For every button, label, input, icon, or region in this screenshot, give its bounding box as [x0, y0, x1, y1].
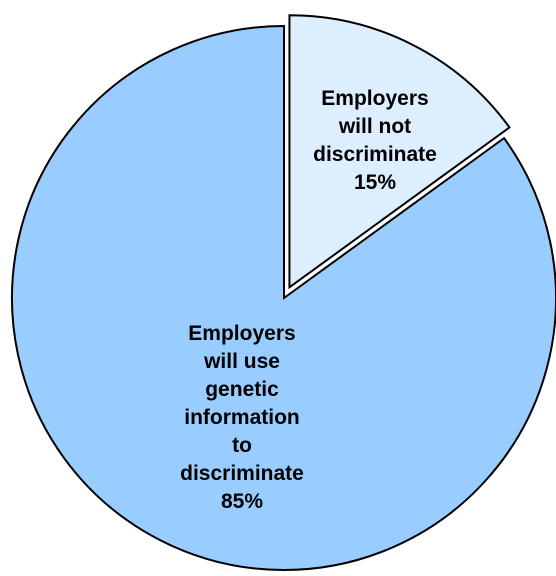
- pie-slice-label-1: Employers will use genetic information to dis…: [180, 322, 304, 513]
- pie-slice-label-line: discriminate: [180, 462, 304, 485]
- pie-slice-label-line: Employers: [321, 87, 428, 110]
- pie-slice-value-label: 15%: [354, 171, 396, 194]
- pie-slice-label-line: to: [232, 434, 252, 457]
- pie-slice-label-line: discriminate: [313, 143, 437, 166]
- pie-slice-label-line: genetic: [205, 378, 279, 401]
- pie-labels: Employers will not discriminate 15%Employer…: [180, 87, 437, 513]
- pie-slice-label-line: information: [184, 406, 300, 429]
- pie-slice-label-line: will use: [203, 350, 280, 373]
- pie-slice-0: [288, 14, 511, 290]
- pie-slice-1: [11, 24, 556, 571]
- pie-slice-label-line: Employers: [188, 322, 295, 345]
- pie-slices: [11, 14, 556, 571]
- pie-slice-value-label: 85%: [221, 490, 263, 513]
- pie-slice-label-line: will not: [338, 115, 411, 138]
- pie-slice-label-0: Employers will not discriminate 15%: [313, 87, 437, 194]
